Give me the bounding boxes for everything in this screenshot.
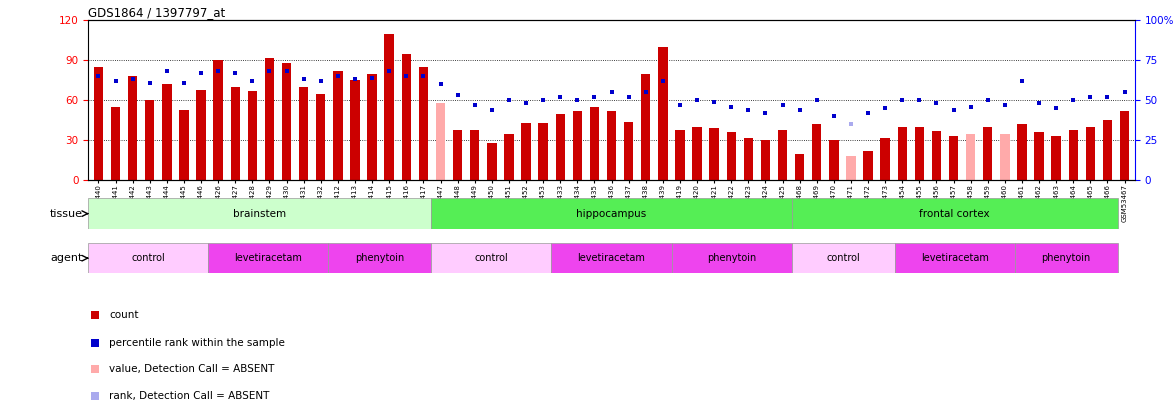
Bar	[282, 63, 292, 180]
Bar	[1000, 134, 1009, 180]
Bar	[897, 127, 907, 180]
Bar	[1103, 120, 1112, 180]
Bar	[777, 130, 787, 180]
Bar	[671, 243, 791, 273]
Bar	[539, 123, 548, 180]
Bar	[470, 130, 480, 180]
Bar	[965, 134, 975, 180]
Bar	[94, 67, 103, 180]
Bar	[436, 103, 446, 180]
Bar	[709, 128, 719, 180]
Bar	[487, 143, 496, 180]
Bar	[128, 76, 138, 180]
Bar	[299, 87, 308, 180]
Text: agent: agent	[51, 253, 83, 263]
Bar	[863, 151, 873, 180]
Bar	[552, 243, 671, 273]
Bar	[316, 94, 326, 180]
Bar	[453, 130, 462, 180]
Bar	[1035, 132, 1044, 180]
Bar	[1085, 127, 1095, 180]
Bar	[1051, 136, 1061, 180]
Bar	[761, 140, 770, 180]
Bar	[791, 198, 1117, 229]
Bar	[88, 243, 208, 273]
Bar	[693, 127, 702, 180]
Bar	[521, 123, 530, 180]
Text: phenytoin: phenytoin	[355, 253, 405, 263]
Bar	[624, 122, 634, 180]
Bar	[915, 127, 924, 180]
Text: levetiracetam: levetiracetam	[577, 253, 646, 263]
Bar	[208, 243, 328, 273]
Bar	[230, 87, 240, 180]
Bar	[385, 34, 394, 180]
Bar	[641, 74, 650, 180]
Text: percentile rank within the sample: percentile rank within the sample	[109, 338, 286, 347]
Text: levetiracetam: levetiracetam	[921, 253, 989, 263]
Text: GDS1864 / 1397797_at: GDS1864 / 1397797_at	[88, 6, 226, 19]
Bar	[432, 243, 552, 273]
Bar	[350, 80, 360, 180]
Bar	[1069, 130, 1078, 180]
Bar	[931, 131, 941, 180]
Bar	[328, 243, 432, 273]
Bar	[179, 110, 188, 180]
Bar	[743, 138, 753, 180]
Bar	[367, 74, 376, 180]
Text: control: control	[827, 253, 860, 263]
Bar	[88, 198, 432, 229]
Bar	[1017, 124, 1027, 180]
Bar	[505, 134, 514, 180]
Bar	[791, 243, 895, 273]
Bar	[675, 130, 684, 180]
Bar	[589, 107, 599, 180]
Text: control: control	[475, 253, 508, 263]
Bar	[248, 91, 258, 180]
Text: brainstem: brainstem	[233, 209, 286, 219]
Bar	[196, 90, 206, 180]
Bar	[881, 138, 890, 180]
Bar	[111, 107, 120, 180]
Bar	[265, 58, 274, 180]
Bar	[659, 47, 668, 180]
Bar	[727, 132, 736, 180]
Bar	[333, 71, 342, 180]
Bar	[829, 140, 838, 180]
Text: rank, Detection Call = ABSENT: rank, Detection Call = ABSENT	[109, 391, 269, 401]
Text: count: count	[109, 310, 139, 320]
Bar	[847, 156, 856, 180]
Text: phenytoin: phenytoin	[1042, 253, 1091, 263]
Bar	[1120, 111, 1129, 180]
Bar	[949, 136, 958, 180]
Bar	[214, 60, 223, 180]
Text: tissue: tissue	[51, 209, 83, 219]
Bar	[573, 111, 582, 180]
Bar	[983, 127, 993, 180]
Text: control: control	[132, 253, 165, 263]
Bar	[401, 53, 410, 180]
Text: value, Detection Call = ABSENT: value, Detection Call = ABSENT	[109, 364, 275, 374]
Text: frontal cortex: frontal cortex	[920, 209, 990, 219]
Bar	[813, 124, 822, 180]
Text: phenytoin: phenytoin	[707, 253, 756, 263]
Bar	[419, 67, 428, 180]
Text: hippocampus: hippocampus	[576, 209, 647, 219]
Bar	[555, 113, 564, 180]
Bar	[145, 100, 154, 180]
Bar	[432, 198, 791, 229]
Bar	[162, 84, 172, 180]
Bar	[607, 111, 616, 180]
Bar	[895, 243, 1015, 273]
Bar	[1015, 243, 1117, 273]
Text: levetiracetam: levetiracetam	[234, 253, 302, 263]
Bar	[795, 153, 804, 180]
